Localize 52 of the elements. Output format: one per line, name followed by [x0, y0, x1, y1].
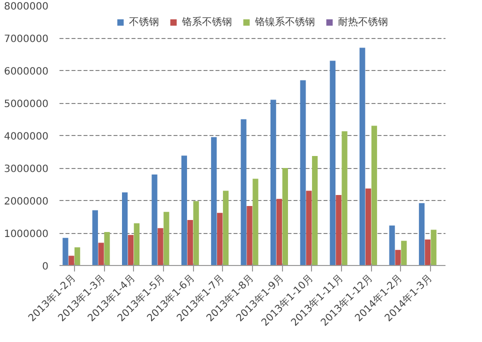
bar: [164, 212, 170, 266]
bar: [336, 194, 342, 266]
bar: [306, 190, 312, 266]
bar: [282, 168, 288, 266]
bar: [68, 256, 74, 266]
bar: [217, 212, 223, 266]
bar: [430, 230, 436, 266]
bar: [418, 203, 425, 266]
bar: [134, 223, 140, 266]
bar: [74, 247, 80, 266]
bar: [330, 60, 336, 266]
bar: [360, 48, 366, 266]
bar: [181, 156, 188, 266]
bar: [128, 234, 134, 266]
bar: [152, 174, 158, 266]
bar: [300, 80, 306, 266]
bar: [158, 228, 164, 266]
y-tick-label: 5000000: [4, 99, 49, 110]
bar: [424, 240, 431, 266]
legend-label: 耐热不锈钢: [338, 16, 388, 29]
y-tick-label: 6000000: [4, 66, 49, 78]
bar: [252, 178, 258, 266]
bar: [270, 100, 276, 266]
legend-label: 不锈钢: [129, 16, 159, 29]
bar: [222, 190, 229, 266]
legend-label: 铬镍系不锈钢: [255, 16, 315, 29]
bar: [122, 192, 128, 266]
y-tick-label: 1000000: [4, 229, 49, 240]
y-tick-label: 7000000: [4, 34, 49, 45]
bar: [62, 238, 68, 266]
bar: [389, 226, 395, 266]
bar: [193, 201, 199, 266]
bar: [312, 156, 318, 266]
y-tick-label: 2000000: [4, 196, 49, 208]
bar: [240, 119, 246, 266]
bar: [342, 131, 348, 266]
bar: [246, 206, 252, 266]
y-tick-label: 0: [42, 262, 49, 272]
bar: [98, 242, 104, 266]
bar: [92, 210, 98, 266]
legend-label: 铬系不锈钢: [182, 16, 232, 29]
y-tick-label: 8000000: [4, 2, 49, 12]
bar: [276, 198, 282, 266]
bar: [211, 137, 217, 266]
bar: [395, 250, 401, 266]
bar: [104, 232, 110, 266]
bar: [187, 220, 193, 266]
y-tick-label: 3000000: [4, 164, 49, 175]
bar: [365, 188, 372, 266]
bar: [401, 240, 407, 266]
bar: [371, 126, 378, 266]
y-tick-label: 4000000: [4, 132, 49, 142]
